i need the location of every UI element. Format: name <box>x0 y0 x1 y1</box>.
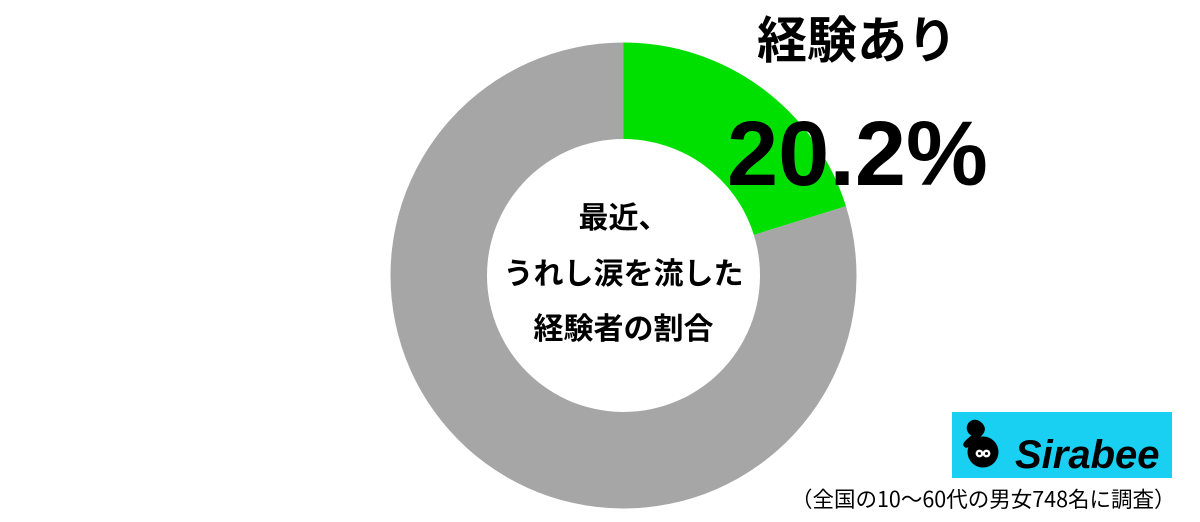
svg-text:Sirabee: Sirabee <box>1015 433 1160 477</box>
